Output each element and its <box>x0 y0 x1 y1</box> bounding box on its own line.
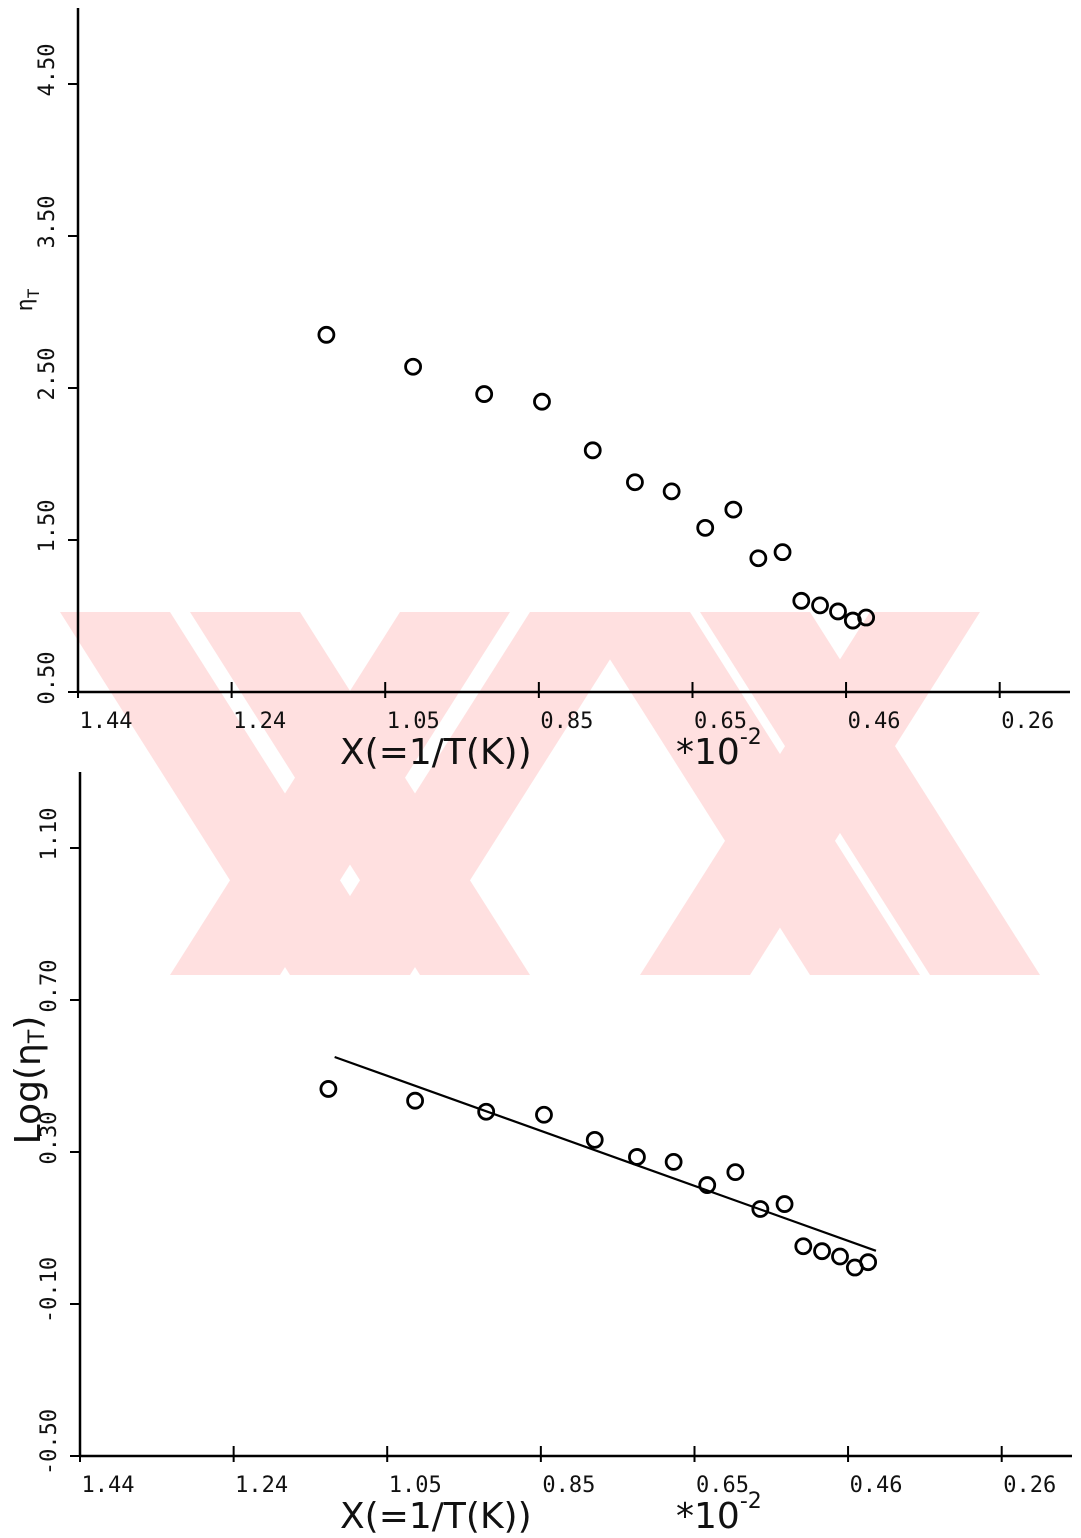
point <box>749 549 768 568</box>
y-tick-label: 1.10 <box>37 808 62 861</box>
y-axis-title-sub: T <box>24 288 43 298</box>
point <box>773 543 792 562</box>
x-tick-label: 0.26 <box>1003 1473 1056 1498</box>
point <box>811 596 829 615</box>
point <box>319 1080 338 1098</box>
point <box>859 1253 878 1272</box>
y-tick-label: 1.50 <box>35 500 60 553</box>
x-axis-scale-base: *10 <box>676 1496 740 1537</box>
x-tick-label: 1.44 <box>80 709 133 734</box>
point <box>626 473 644 492</box>
y-axis-title-main: η <box>13 298 38 311</box>
point <box>406 1091 424 1110</box>
y-tick-label: -0.10 <box>37 1257 62 1323</box>
point <box>698 1176 717 1194</box>
x-tick-label: 0.65 <box>694 709 747 734</box>
y-tick-label: 3.50 <box>35 196 60 249</box>
point <box>726 1163 745 1182</box>
point <box>533 392 551 411</box>
point <box>477 1102 496 1121</box>
y-tick-label: 0.30 <box>37 1112 62 1165</box>
y-axis-title-main: Log(η <box>8 1043 49 1144</box>
x-axis-scale: *10-2 <box>676 725 762 773</box>
y-tick-label: -0.50 <box>37 1409 62 1475</box>
y-tick-label: 0.70 <box>37 960 62 1013</box>
x-tick-label: 1.05 <box>389 1473 442 1498</box>
x-axis-scale: *10-2 <box>676 1489 762 1537</box>
y-tick-label: 4.50 <box>35 44 60 97</box>
point <box>829 602 847 621</box>
point <box>775 1195 794 1213</box>
point <box>813 1242 831 1261</box>
x-axis-scale-base: *10 <box>676 732 740 773</box>
x-axis-title: X(=1/T(K)) <box>340 1496 532 1537</box>
point <box>535 1105 553 1124</box>
point <box>751 1200 770 1218</box>
point <box>857 608 876 627</box>
point <box>662 482 681 501</box>
x-tick-label: 0.65 <box>696 1473 749 1498</box>
y-tick-label: 2.50 <box>35 348 60 401</box>
x-tick-label: 0.26 <box>1001 709 1054 734</box>
x-tick-label: 0.85 <box>540 709 593 734</box>
point <box>794 1237 813 1256</box>
point <box>585 1130 604 1149</box>
y-axis-title-end: ) <box>8 1016 49 1030</box>
point <box>583 441 602 460</box>
y-axis-title: Log(ηT) <box>8 1016 50 1145</box>
x-axis-scale-exp: -2 <box>740 1489 762 1514</box>
x-tick-label: 0.46 <box>848 709 901 734</box>
point <box>664 1152 683 1171</box>
fit-line <box>334 1055 877 1252</box>
x-tick-label: 1.24 <box>235 1473 288 1498</box>
point <box>696 518 715 537</box>
x-tick-label: 1.24 <box>233 709 286 734</box>
x-tick-label: 0.85 <box>542 1473 595 1498</box>
x-tick-label: 1.44 <box>82 1473 135 1498</box>
point <box>831 1247 849 1266</box>
x-tick-label: 0.46 <box>850 1473 903 1498</box>
point <box>404 357 422 376</box>
watermark <box>60 612 1040 975</box>
y-tick-label: 0.50 <box>35 652 60 705</box>
point <box>475 385 494 403</box>
point <box>724 500 743 519</box>
y-axis-title-sub: T <box>25 1029 50 1044</box>
x-axis-scale-exp: -2 <box>740 725 762 750</box>
x-axis-title: X(=1/T(K)) <box>340 732 532 773</box>
point <box>792 591 811 610</box>
point <box>317 325 336 344</box>
y-axis-title: ηT <box>13 288 43 311</box>
x-tick-label: 1.05 <box>387 709 440 734</box>
